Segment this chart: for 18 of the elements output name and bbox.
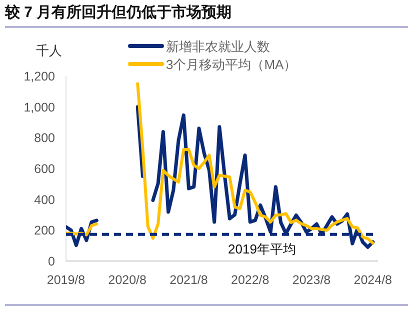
x-tick-label: 2020/8 — [108, 273, 147, 287]
x-tick-label: 2022/8 — [231, 273, 270, 287]
x-tick-label: 2021/8 — [170, 273, 208, 287]
y-tick-label: 800 — [34, 131, 56, 146]
y-tick-label: 0 — [48, 254, 56, 268]
legend-label: 3个月移动平均（MA） — [166, 57, 297, 72]
y-tick-label: 600 — [34, 162, 56, 176]
x-tick-label: 2024/8 — [354, 273, 392, 287]
x-tick-label: 2019/8 — [46, 273, 86, 287]
y-tick-label: 1,000 — [24, 100, 56, 114]
y-tick-label: 200 — [34, 224, 56, 238]
y-tick-label: 400 — [34, 192, 56, 207]
y-axis-title: 千人 — [36, 43, 62, 58]
y-tick-label: 1,200 — [24, 70, 56, 84]
x-tick-label: 2023/8 — [292, 273, 331, 287]
legend-label: 新增非农就业人数 — [166, 39, 270, 54]
ref-line-label: 2019年平均 — [228, 241, 296, 256]
chart-title: 较 7 月有所回升但仍低于市场预期 — [4, 3, 232, 21]
